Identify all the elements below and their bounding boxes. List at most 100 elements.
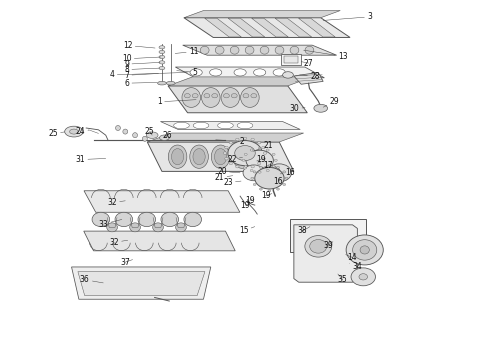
Text: 21: 21	[253, 141, 273, 151]
Polygon shape	[294, 225, 357, 282]
Ellipse shape	[225, 157, 228, 160]
Ellipse shape	[161, 212, 178, 226]
Ellipse shape	[159, 61, 165, 64]
Ellipse shape	[267, 164, 292, 182]
Polygon shape	[168, 77, 312, 86]
Ellipse shape	[353, 240, 377, 260]
Text: 29: 29	[323, 97, 339, 107]
Ellipse shape	[262, 157, 265, 160]
Polygon shape	[78, 272, 205, 296]
Polygon shape	[251, 18, 288, 37]
Text: 30: 30	[290, 104, 305, 113]
Ellipse shape	[229, 162, 233, 165]
Ellipse shape	[212, 94, 218, 98]
Text: 39: 39	[323, 241, 333, 250]
Ellipse shape	[253, 171, 256, 173]
Ellipse shape	[251, 138, 254, 141]
Ellipse shape	[268, 190, 271, 192]
Ellipse shape	[193, 149, 205, 165]
Text: 32: 32	[107, 198, 125, 207]
Ellipse shape	[251, 166, 254, 168]
Polygon shape	[228, 18, 265, 37]
Polygon shape	[160, 122, 300, 130]
Text: 6: 6	[124, 79, 157, 88]
Ellipse shape	[243, 94, 249, 98]
Ellipse shape	[250, 170, 253, 172]
Text: 19: 19	[256, 155, 266, 164]
Ellipse shape	[236, 166, 239, 168]
Ellipse shape	[190, 69, 202, 76]
Ellipse shape	[237, 122, 253, 129]
Polygon shape	[147, 142, 294, 171]
Text: 37: 37	[121, 258, 133, 267]
Text: 22: 22	[227, 155, 243, 164]
Polygon shape	[183, 45, 337, 55]
Ellipse shape	[184, 94, 190, 98]
Ellipse shape	[244, 167, 246, 169]
Ellipse shape	[244, 137, 246, 140]
Ellipse shape	[255, 167, 284, 189]
Ellipse shape	[276, 188, 279, 190]
Text: 9: 9	[124, 60, 160, 69]
Ellipse shape	[201, 87, 220, 107]
Ellipse shape	[274, 159, 277, 161]
Ellipse shape	[236, 138, 239, 141]
Text: 28: 28	[300, 72, 319, 81]
Text: 2: 2	[216, 137, 244, 146]
Ellipse shape	[166, 81, 175, 85]
Ellipse shape	[314, 104, 328, 112]
Ellipse shape	[283, 72, 294, 78]
Ellipse shape	[228, 140, 262, 166]
Ellipse shape	[245, 46, 254, 54]
Text: 27: 27	[301, 59, 313, 68]
Ellipse shape	[231, 94, 237, 98]
Ellipse shape	[310, 239, 327, 253]
FancyBboxPatch shape	[284, 56, 298, 63]
Text: 25: 25	[145, 127, 154, 136]
Ellipse shape	[223, 152, 227, 154]
Polygon shape	[168, 86, 307, 113]
Ellipse shape	[210, 69, 222, 76]
Ellipse shape	[290, 46, 299, 54]
Text: 8: 8	[124, 65, 159, 74]
Text: 36: 36	[80, 275, 103, 284]
Ellipse shape	[159, 135, 169, 140]
Ellipse shape	[251, 177, 254, 179]
Ellipse shape	[266, 149, 269, 151]
Ellipse shape	[215, 149, 227, 165]
Text: 23: 23	[223, 178, 241, 187]
Ellipse shape	[268, 165, 271, 167]
Ellipse shape	[253, 183, 256, 185]
Polygon shape	[147, 133, 304, 142]
Ellipse shape	[305, 46, 314, 54]
Text: 32: 32	[109, 238, 128, 247]
Text: 31: 31	[75, 155, 106, 164]
Text: 19: 19	[261, 191, 272, 200]
Text: 25: 25	[48, 129, 65, 138]
Text: 10: 10	[122, 54, 161, 63]
Ellipse shape	[244, 165, 247, 167]
Polygon shape	[84, 191, 240, 212]
Ellipse shape	[215, 46, 224, 54]
Ellipse shape	[159, 55, 165, 59]
Polygon shape	[294, 72, 323, 84]
Text: 24: 24	[75, 127, 89, 136]
Ellipse shape	[182, 87, 200, 107]
Ellipse shape	[285, 177, 288, 179]
Ellipse shape	[172, 149, 184, 165]
Text: 16: 16	[280, 168, 295, 177]
Ellipse shape	[253, 69, 266, 76]
Ellipse shape	[184, 212, 201, 226]
Text: 34: 34	[349, 262, 362, 271]
Ellipse shape	[250, 149, 253, 151]
Text: 19: 19	[240, 201, 250, 210]
Polygon shape	[298, 18, 335, 37]
Ellipse shape	[192, 94, 198, 98]
Ellipse shape	[159, 50, 165, 54]
Ellipse shape	[153, 223, 163, 232]
Ellipse shape	[266, 170, 269, 172]
Ellipse shape	[233, 145, 251, 168]
Ellipse shape	[223, 94, 229, 98]
Polygon shape	[84, 231, 235, 251]
Ellipse shape	[218, 122, 233, 129]
